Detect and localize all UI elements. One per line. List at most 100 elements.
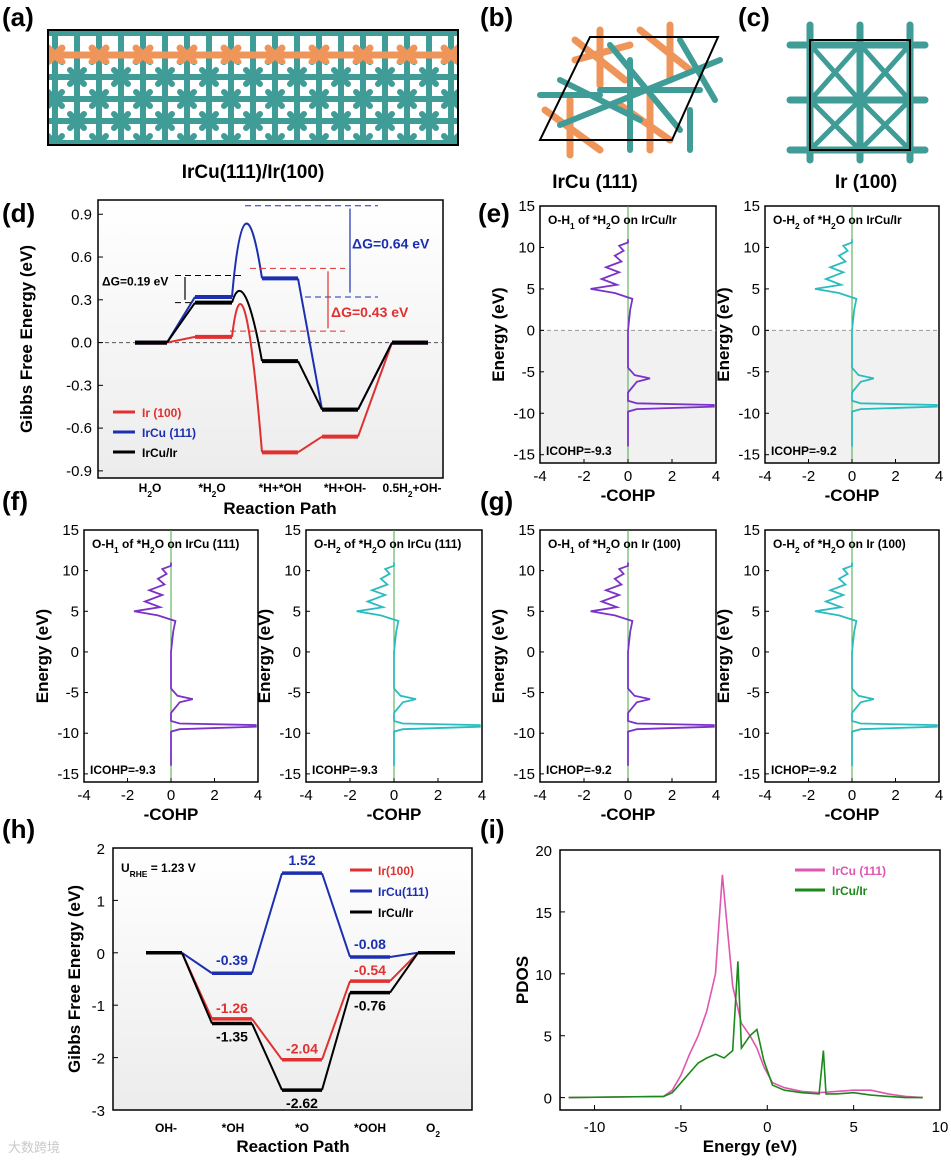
connector-IrCu/Ir bbox=[321, 992, 351, 1091]
connector-Ir(100) bbox=[321, 980, 351, 1061]
subscript: 1 bbox=[570, 545, 575, 555]
cohp-title: O-H2 of *H2O on Ir (100) bbox=[773, 537, 906, 555]
cohp-title: O-H2 of *H2O on IrCu (111) bbox=[314, 537, 461, 555]
xlabel-cohp: -COHP bbox=[601, 486, 656, 505]
xtick-label: -2 bbox=[802, 787, 815, 804]
text-span: O on IrCu (111) bbox=[377, 537, 462, 551]
value-label-IrCu(111): -0.08 bbox=[354, 936, 386, 952]
xtick-label: 4 bbox=[935, 468, 943, 485]
ylabel-cohp: Energy (eV) bbox=[489, 287, 508, 381]
xlabel-cohp: -COHP bbox=[367, 805, 422, 824]
value-label-IrCu/Ir: -1.35 bbox=[216, 1029, 248, 1045]
ytick-label-d: -0.9 bbox=[66, 463, 92, 480]
panel-h-label: (h) bbox=[2, 814, 35, 844]
text-span: O-H bbox=[548, 213, 570, 227]
xlabel-cohp: -COHP bbox=[144, 805, 199, 824]
xtick-label: 2 bbox=[891, 468, 899, 485]
text-span: of *H bbox=[341, 537, 372, 551]
xcat-d: *H2O bbox=[198, 481, 225, 499]
ylabel-cohp: Energy (eV) bbox=[489, 609, 508, 703]
legend-label-IrCu/Ir: IrCu/Ir bbox=[378, 906, 414, 920]
structure-a-caption: IrCu(111)/Ir(100) bbox=[182, 162, 325, 183]
text-span: *H bbox=[198, 481, 211, 495]
structure-ircu-111 bbox=[537, 21, 723, 159]
cohp-title: O-H1 of *H2O on IrCu (111) bbox=[92, 537, 239, 555]
structure-ircu-ir bbox=[47, 29, 459, 146]
xcat-h: O2 bbox=[426, 1121, 440, 1139]
ytick-label-d: 0.3 bbox=[71, 292, 92, 309]
connector-IrCu(111) bbox=[321, 872, 351, 958]
ytick-label: -5 bbox=[288, 685, 301, 702]
subscript: 2 bbox=[408, 489, 413, 499]
ylabel-cohp: Energy (eV) bbox=[714, 287, 733, 381]
xtick-label-i: -5 bbox=[674, 1119, 687, 1136]
subscript: 1 bbox=[114, 545, 119, 555]
ytick-label: 15 bbox=[743, 198, 760, 215]
ytick-label: 10 bbox=[518, 563, 535, 580]
text-span: O on Ir (100) bbox=[611, 537, 681, 551]
ytick-label: -15 bbox=[279, 766, 301, 783]
text-span: of *H bbox=[575, 537, 606, 551]
ts-curve-Ir (100) bbox=[231, 303, 263, 453]
xtick-label-i: -10 bbox=[584, 1119, 606, 1136]
xtick-label: -4 bbox=[758, 787, 771, 804]
xtick-label: 4 bbox=[935, 787, 943, 804]
subscript: 2 bbox=[606, 221, 611, 231]
panel-b-label: (b) bbox=[480, 2, 513, 32]
ytick-label-i: 5 bbox=[544, 1029, 552, 1046]
text-span: O bbox=[152, 481, 161, 495]
xcat-h: OH- bbox=[155, 1121, 177, 1135]
xtick-label: 0 bbox=[167, 787, 175, 804]
pdos-IrCu (111) bbox=[568, 874, 923, 1099]
ytick-label: 15 bbox=[743, 522, 760, 539]
chart-i: -10 -5 0 5 10 20 15 10 5 0 PDOS Energy (eV) IrCu (11… bbox=[513, 843, 948, 1156]
structure-b-caption: IrCu (111) bbox=[552, 172, 638, 193]
ytick-label: -15 bbox=[513, 766, 535, 783]
text-span: *H+OH bbox=[324, 481, 362, 495]
watermark: 大数跨境 bbox=[8, 1140, 60, 1155]
xtick-label: 0 bbox=[624, 468, 632, 485]
ytick-label: -15 bbox=[738, 447, 760, 464]
legend-label-IrCu (111): IrCu (111) bbox=[142, 426, 196, 440]
cohp-curve bbox=[590, 562, 715, 766]
plot-frame-h bbox=[112, 847, 473, 1111]
panel-f-label: (f) bbox=[2, 486, 28, 516]
icohp-value: ICHOP=-9.2 bbox=[771, 763, 837, 777]
value-label-IrCu/Ir: -0.76 bbox=[354, 998, 386, 1014]
panel-d-label: (d) bbox=[2, 198, 35, 228]
ytick-label: 10 bbox=[62, 563, 79, 580]
connector-IrCu(111) bbox=[181, 951, 213, 975]
xlabel-cohp: -COHP bbox=[601, 805, 656, 824]
xtick-label: 4 bbox=[712, 468, 720, 485]
ytick-label: 0 bbox=[752, 644, 760, 661]
xtick-label: -2 bbox=[577, 787, 590, 804]
ytick-label: 0 bbox=[527, 644, 535, 661]
xtick-label-i: 10 bbox=[932, 1119, 949, 1136]
xtick-label: -4 bbox=[77, 787, 90, 804]
legend-label-IrCu (111): IrCu (111) bbox=[832, 864, 886, 878]
xcat-d: 0.5H2+OH- bbox=[382, 481, 441, 499]
ylabel-cohp: Energy (eV) bbox=[33, 609, 52, 703]
subscript: 2 bbox=[372, 545, 377, 555]
text-span: O bbox=[426, 1121, 435, 1135]
xtick-label: 2 bbox=[891, 787, 899, 804]
text-span: O-H bbox=[314, 537, 336, 551]
xtick-label: 2 bbox=[434, 787, 442, 804]
text-span: OH bbox=[155, 1121, 173, 1135]
ytick-label: -10 bbox=[738, 725, 760, 742]
text-span: *OH bbox=[222, 1121, 245, 1135]
value-label-IrCu(111): 1.52 bbox=[288, 852, 315, 868]
text-span: O-H bbox=[773, 213, 795, 227]
text-span: O-H bbox=[92, 537, 114, 551]
subscript: 2 bbox=[336, 545, 341, 555]
icohp-value: ICOHP=-9.3 bbox=[546, 444, 612, 458]
ytick-label-d: -0.3 bbox=[66, 377, 92, 394]
ytick-label-i: 0 bbox=[544, 1091, 552, 1108]
connector-Ir(100) bbox=[251, 1018, 283, 1061]
xtick-label: 2 bbox=[210, 787, 218, 804]
text-span: U bbox=[121, 861, 130, 875]
ytick-label: 10 bbox=[518, 239, 535, 256]
ytick-label-h: -1 bbox=[92, 998, 105, 1015]
